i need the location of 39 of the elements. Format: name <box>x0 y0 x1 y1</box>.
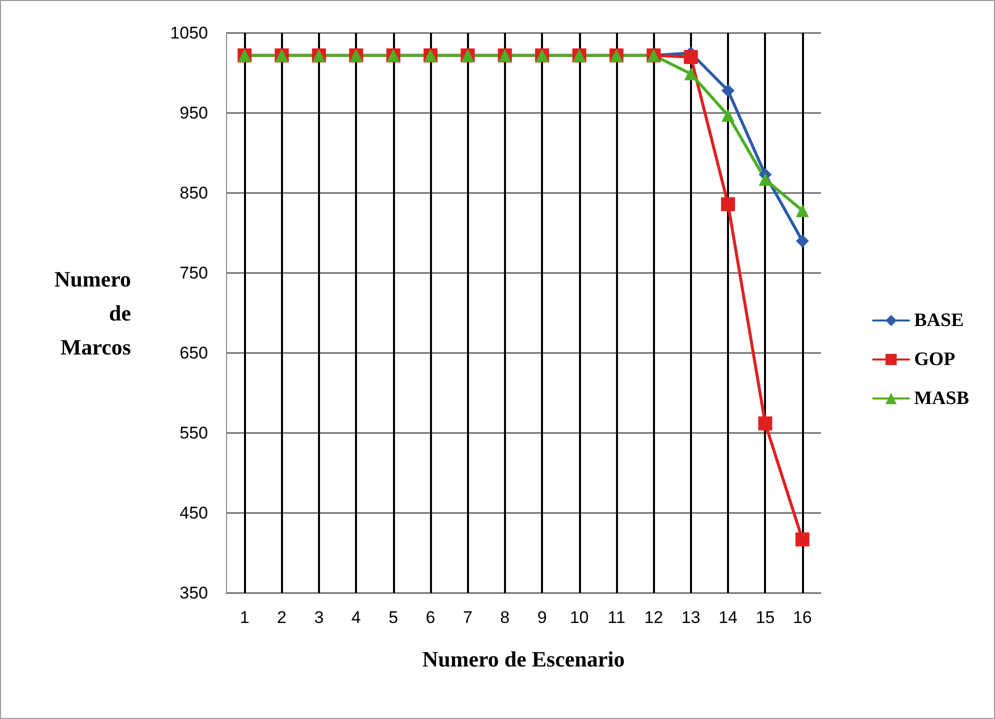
legend-label: GOP <box>914 349 956 370</box>
x-tick-label: 11 <box>608 608 626 627</box>
x-tick-label: 1 <box>240 608 250 627</box>
x-tick-label: 7 <box>462 608 472 627</box>
point <box>758 416 772 430</box>
y-tick-label: 450 <box>180 504 208 522</box>
x-tick-label: 13 <box>681 608 700 627</box>
x-tick-label: 5 <box>388 608 398 627</box>
legend-label: MASB <box>914 388 970 409</box>
y-tick-label: 850 <box>180 184 208 202</box>
y-tick-label: 650 <box>180 344 208 362</box>
y-tick-label: 550 <box>180 424 208 442</box>
point <box>722 108 735 122</box>
x-tick-label: 3 <box>314 608 324 627</box>
x-tick-label: 12 <box>644 608 664 627</box>
point <box>721 197 736 212</box>
y-tick-label: 950 <box>180 104 208 122</box>
point <box>684 50 698 64</box>
point <box>722 84 735 98</box>
x-tick-label: 14 <box>718 608 738 627</box>
x-tick-label: 2 <box>277 608 287 627</box>
y-tick-label: 350 <box>180 584 208 602</box>
point <box>684 67 698 80</box>
x-tick-label: 16 <box>792 608 812 627</box>
point <box>796 204 809 218</box>
y-tick-label: 750 <box>180 264 208 282</box>
x-tick-label: 15 <box>756 608 775 627</box>
legend-label: BASE <box>914 310 964 331</box>
y-tick-label: 1050 <box>170 24 208 42</box>
x-axis-title: Numero de Escenario <box>422 646 625 672</box>
point <box>796 234 809 248</box>
x-tick-label: 8 <box>500 608 510 627</box>
x-tick-label: 6 <box>426 608 436 627</box>
y-axis-title: Numero de Marcos <box>54 266 132 360</box>
point <box>758 172 772 186</box>
x-tick-label: 4 <box>351 608 361 627</box>
x-tick-label: 9 <box>537 608 547 627</box>
x-tick-label: 10 <box>570 608 589 627</box>
point <box>795 532 810 546</box>
